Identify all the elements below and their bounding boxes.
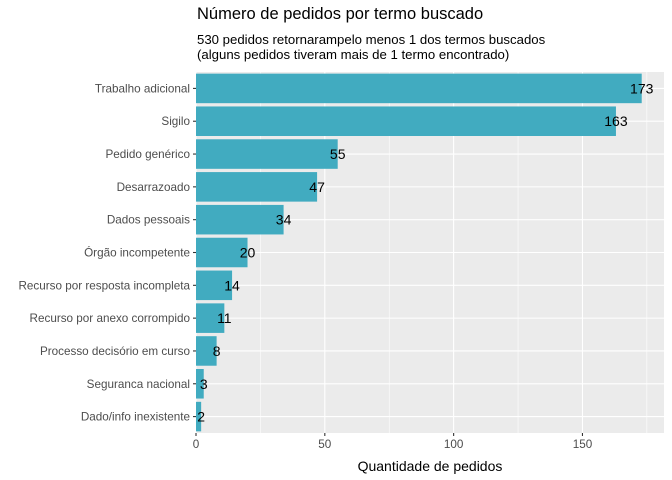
category-label: Recurso por anexo corrompido bbox=[30, 312, 191, 325]
x-tick-label: 100 bbox=[444, 438, 464, 451]
bar bbox=[196, 73, 642, 104]
bar-value-label: 14 bbox=[224, 277, 240, 293]
category-label: Órgão incompetente bbox=[84, 247, 190, 260]
x-tick-label: 0 bbox=[193, 438, 200, 451]
bar bbox=[196, 369, 204, 399]
bar bbox=[196, 270, 233, 301]
bar bbox=[196, 336, 217, 366]
bar bbox=[196, 106, 616, 136]
y-axis-categories: Trabalho adicional Sigilo Pedido genérico D… bbox=[18, 82, 196, 424]
x-tick-label: 50 bbox=[318, 438, 332, 451]
category-label: Pedido genérico bbox=[106, 148, 191, 161]
bar-value-label: 20 bbox=[240, 245, 256, 261]
category-label: Trabalho adicional bbox=[95, 82, 190, 95]
chart-subtitle: 530 pedidos retornarampelo menos 1 dos t… bbox=[197, 32, 545, 62]
bar-value-label: 8 bbox=[213, 343, 221, 359]
subtitle-line-1: 530 pedidos retornarampelo menos 1 dos t… bbox=[197, 32, 546, 47]
category-label: Processo decisório em curso bbox=[40, 345, 191, 358]
bar-value-label: 173 bbox=[630, 80, 654, 96]
category-label: Desarrazoado bbox=[117, 181, 191, 194]
bar bbox=[196, 401, 202, 432]
bar-value-label: 55 bbox=[330, 146, 346, 162]
chart-title: Número de pedidos por termo buscado bbox=[197, 5, 484, 23]
bar-value-label: 11 bbox=[217, 310, 232, 326]
category-label: Dado/info inexistente bbox=[81, 411, 190, 424]
x-axis-title: Quantidade de pedidos bbox=[358, 458, 503, 474]
bar-value-label: 47 bbox=[309, 179, 325, 195]
bar-value-label: 163 bbox=[604, 113, 628, 129]
bar bbox=[196, 139, 338, 169]
x-tick-label: 150 bbox=[573, 438, 593, 451]
bar-value-label: 3 bbox=[200, 376, 208, 392]
bar-value-label: 2 bbox=[197, 409, 205, 425]
bar-value-label: 34 bbox=[276, 212, 292, 228]
bars bbox=[196, 73, 642, 432]
category-label: Seguranca nacional bbox=[87, 378, 190, 391]
x-axis-ticks: 0 50 100 150 bbox=[193, 433, 593, 451]
category-label: Recurso por resposta incompleta bbox=[18, 279, 190, 292]
bar bbox=[196, 237, 248, 268]
subtitle-line-2: (alguns pedidos tiveram mais de 1 termo … bbox=[197, 47, 510, 62]
bar bbox=[196, 172, 318, 202]
bar bbox=[196, 303, 225, 333]
category-label: Sigilo bbox=[161, 115, 190, 128]
bar bbox=[196, 204, 284, 235]
category-label: Dados pessoais bbox=[107, 214, 190, 227]
